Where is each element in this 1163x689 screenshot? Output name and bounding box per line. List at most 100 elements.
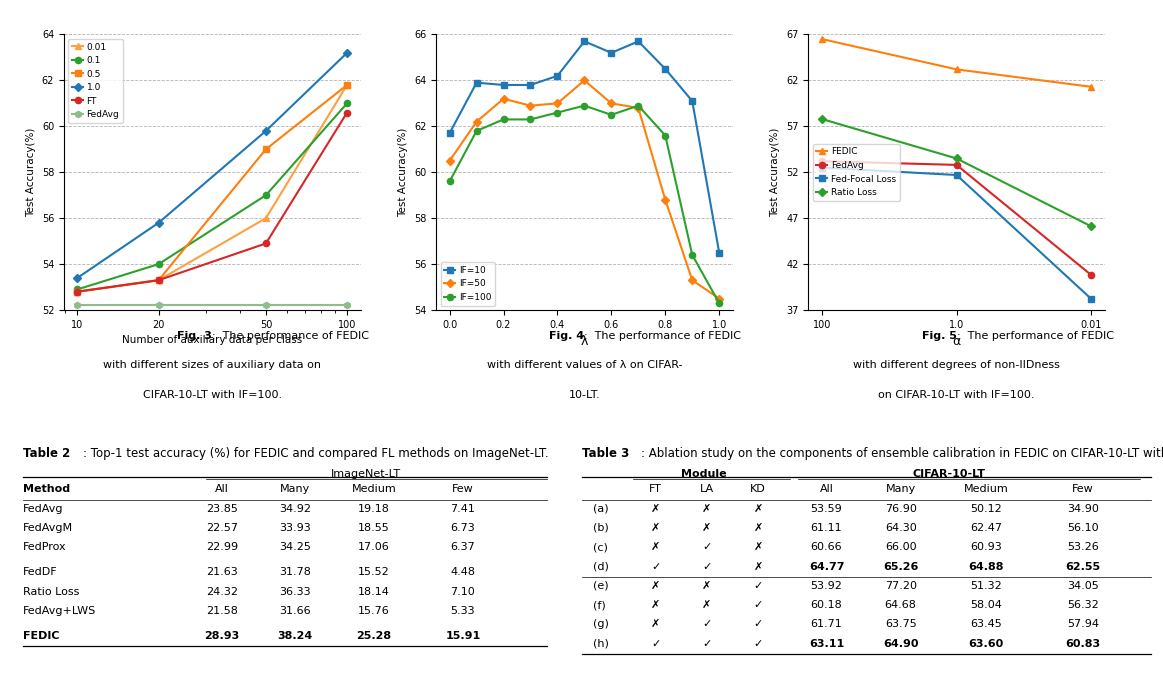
Y-axis label: Test Accuracy(%): Test Accuracy(%) — [771, 127, 780, 217]
Text: 63.11: 63.11 — [809, 639, 844, 648]
Text: 24.32: 24.32 — [206, 586, 238, 597]
FedAvg — [340, 301, 354, 309]
Line: Fed-Focal Loss: Fed-Focal Loss — [819, 165, 1094, 302]
Text: 64.88: 64.88 — [969, 562, 1004, 571]
1.0 — [340, 49, 354, 57]
Text: (a): (a) — [593, 504, 608, 514]
Text: (c): (c) — [593, 542, 608, 553]
Text: ✗: ✗ — [754, 562, 763, 571]
IF=10 — [470, 79, 484, 87]
FT — [151, 276, 165, 285]
0.01 — [340, 81, 354, 89]
IF=50 — [605, 99, 619, 107]
Text: 31.78: 31.78 — [279, 567, 312, 577]
Text: ✗: ✗ — [651, 504, 661, 514]
Line: 0.1: 0.1 — [74, 100, 350, 293]
0.1 — [259, 191, 273, 199]
Line: IF=100: IF=100 — [447, 103, 722, 307]
Fed-Focal Loss — [949, 171, 963, 179]
IF=10 — [578, 37, 592, 45]
Text: 21.58: 21.58 — [206, 606, 238, 616]
FT — [71, 287, 85, 296]
Text: ✗: ✗ — [754, 504, 763, 514]
Text: 7.10: 7.10 — [450, 586, 476, 597]
Text: ✗: ✗ — [702, 600, 712, 610]
Text: 18.14: 18.14 — [358, 586, 390, 597]
Ratio Loss — [1084, 223, 1098, 231]
IF=100 — [578, 101, 592, 110]
Text: Few: Few — [452, 484, 473, 495]
Text: FedAvg: FedAvg — [23, 504, 64, 514]
Y-axis label: Test Accuracy(%): Test Accuracy(%) — [27, 127, 36, 217]
Text: Module: Module — [682, 469, 727, 479]
Text: 51.32: 51.32 — [970, 581, 1003, 590]
Legend: IF=10, IF=50, IF=100: IF=10, IF=50, IF=100 — [441, 263, 494, 305]
0.5 — [340, 81, 354, 89]
Text: ✗: ✗ — [651, 600, 661, 610]
IF=50 — [523, 101, 537, 110]
Line: 1.0: 1.0 — [74, 50, 350, 281]
IF=100 — [632, 101, 645, 110]
X-axis label: λ: λ — [580, 336, 588, 349]
Fed-Focal Loss — [1084, 295, 1098, 303]
Text: 25.28: 25.28 — [356, 631, 392, 641]
Text: ✗: ✗ — [651, 542, 661, 553]
Text: Method: Method — [23, 484, 71, 495]
Text: FedAvg+LWS: FedAvg+LWS — [23, 606, 97, 616]
Text: 10-LT.: 10-LT. — [569, 390, 600, 400]
IF=50 — [578, 76, 592, 85]
Text: 19.18: 19.18 — [358, 504, 390, 514]
Text: with different degrees of non-IIDness: with different degrees of non-IIDness — [854, 360, 1059, 371]
Text: 18.55: 18.55 — [358, 523, 390, 533]
FEDIC — [815, 35, 829, 43]
Text: FedDF: FedDF — [23, 567, 58, 577]
Text: ✓: ✓ — [702, 619, 712, 629]
Text: 60.66: 60.66 — [811, 542, 842, 553]
Text: 15.91: 15.91 — [445, 631, 480, 641]
FT — [259, 239, 273, 247]
IF=100 — [470, 127, 484, 135]
Text: 38.24: 38.24 — [278, 631, 313, 641]
IF=100 — [658, 132, 672, 140]
Text: 66.00: 66.00 — [885, 542, 916, 553]
Text: Few: Few — [1072, 484, 1094, 495]
IF=100 — [685, 251, 699, 259]
Text: 60.18: 60.18 — [811, 600, 842, 610]
IF=10 — [443, 129, 457, 137]
Text: Many: Many — [885, 484, 915, 495]
Text: ✓: ✓ — [651, 639, 661, 648]
Text: 64.77: 64.77 — [808, 562, 844, 571]
Text: 34.90: 34.90 — [1066, 504, 1099, 514]
Text: Fig. 4: Fig. 4 — [549, 331, 584, 341]
Text: 53.59: 53.59 — [811, 504, 842, 514]
Text: with different sizes of auxiliary data on: with different sizes of auxiliary data o… — [104, 360, 321, 371]
Y-axis label: Test Accuracy(%): Test Accuracy(%) — [399, 127, 408, 217]
1.0 — [151, 218, 165, 227]
IF=10 — [605, 49, 619, 57]
Text: 36.33: 36.33 — [279, 586, 312, 597]
Text: :  The performance of FEDIC: : The performance of FEDIC — [584, 331, 741, 341]
IF=100 — [523, 115, 537, 123]
Text: 58.04: 58.04 — [970, 600, 1003, 610]
Text: 77.20: 77.20 — [885, 581, 916, 590]
Text: : Ablation study on the components of ensemble calibration in FEDIC on CIFAR-10-: : Ablation study on the components of en… — [641, 447, 1163, 460]
Text: 22.99: 22.99 — [206, 542, 238, 553]
Text: (g): (g) — [593, 619, 608, 629]
Text: 6.73: 6.73 — [450, 523, 476, 533]
Text: 23.85: 23.85 — [206, 504, 238, 514]
Text: 64.30: 64.30 — [885, 523, 916, 533]
Text: 15.52: 15.52 — [358, 567, 390, 577]
0.1 — [340, 99, 354, 107]
Text: 61.71: 61.71 — [811, 619, 842, 629]
Text: : Top-1 test accuracy (%) for FEDIC and compared FL methods on ImageNet-LT.: : Top-1 test accuracy (%) for FEDIC and … — [84, 447, 549, 460]
Text: CIFAR-10-LT with IF=100.: CIFAR-10-LT with IF=100. — [143, 390, 281, 400]
Text: (e): (e) — [593, 581, 608, 590]
Line: 0.5: 0.5 — [74, 82, 350, 295]
Text: 34.05: 34.05 — [1068, 581, 1099, 590]
Text: (f): (f) — [593, 600, 606, 610]
0.5 — [259, 145, 273, 154]
X-axis label: α: α — [952, 336, 961, 349]
X-axis label: Number of auxiliary data per class: Number of auxiliary data per class — [122, 336, 302, 345]
Text: 64.90: 64.90 — [883, 639, 919, 648]
Line: FT: FT — [74, 110, 350, 295]
